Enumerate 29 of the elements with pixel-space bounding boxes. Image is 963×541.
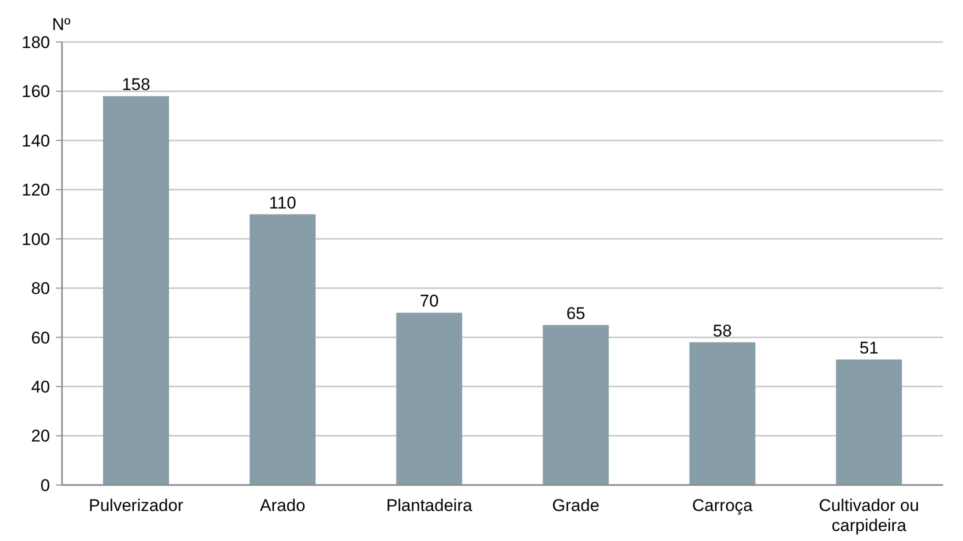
y-tick-label: 180 bbox=[22, 32, 50, 52]
x-tick-label: Plantadeira bbox=[386, 496, 473, 515]
bar bbox=[396, 312, 462, 485]
y-tick-label: 120 bbox=[22, 180, 50, 200]
y-tick-label: 160 bbox=[22, 82, 50, 102]
x-tick-label: Cultivador ou carpideira bbox=[818, 496, 920, 535]
bar bbox=[250, 214, 316, 485]
bar bbox=[689, 342, 756, 485]
y-axis-title: Nº bbox=[52, 15, 70, 34]
x-tick-label: Grade bbox=[552, 496, 600, 515]
y-tick-label: 80 bbox=[31, 279, 50, 298]
data-label: 65 bbox=[566, 304, 586, 324]
data-label: 110 bbox=[269, 193, 296, 212]
data-label: 58 bbox=[712, 321, 732, 340]
y-tick-label: 60 bbox=[31, 328, 50, 348]
y-tick-label: 100 bbox=[22, 230, 50, 249]
x-tick-label: Carroça bbox=[692, 496, 754, 515]
y-tick-label: 140 bbox=[22, 131, 50, 150]
bar bbox=[836, 359, 902, 485]
y-tick-label: 0 bbox=[40, 476, 50, 495]
bar bbox=[542, 325, 609, 485]
data-label: 70 bbox=[420, 292, 439, 311]
y-tick-label: 40 bbox=[31, 378, 50, 397]
x-tick-label: Pulverizador bbox=[88, 496, 184, 515]
data-label: 158 bbox=[122, 75, 150, 94]
data-label: 51 bbox=[860, 338, 878, 358]
y-tick-label: 20 bbox=[31, 426, 50, 446]
bar bbox=[103, 96, 170, 485]
x-tick-label: Arado bbox=[260, 496, 306, 515]
